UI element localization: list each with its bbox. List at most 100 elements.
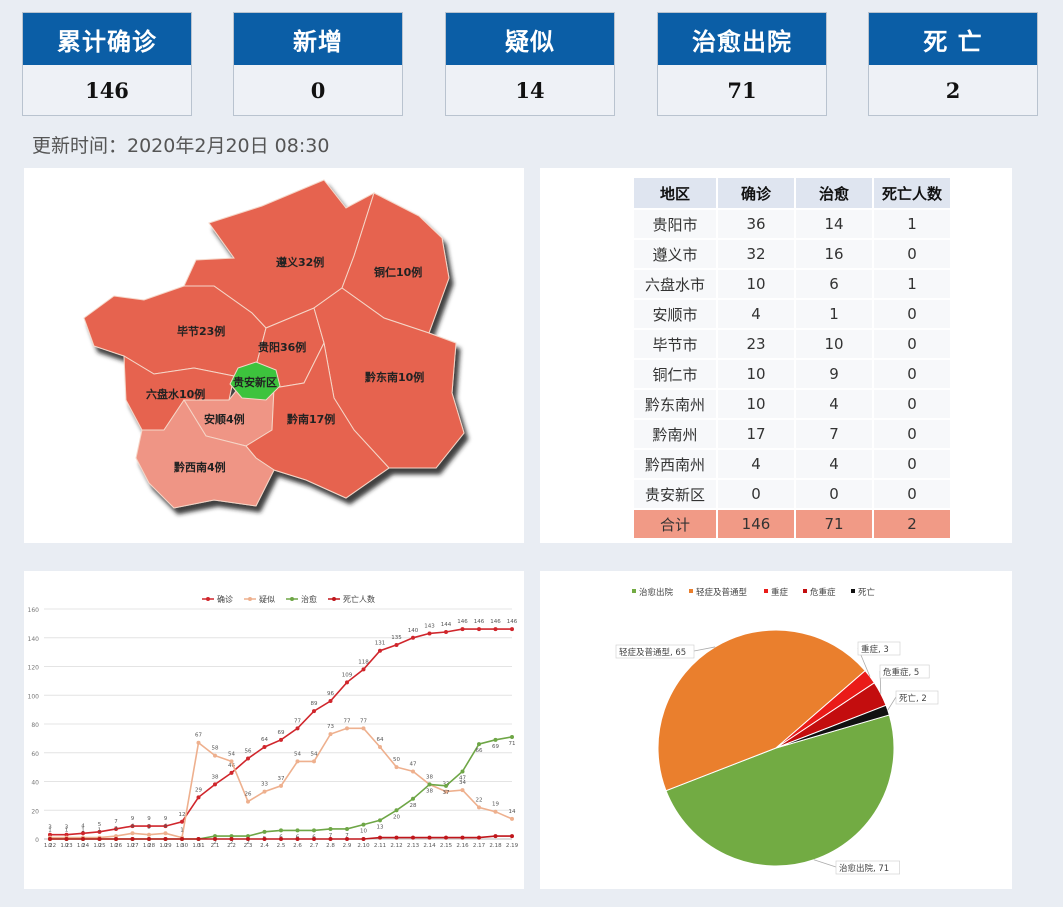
data-point xyxy=(64,837,69,841)
map-label-qiannan: 黔南17例 xyxy=(287,412,335,426)
data-point xyxy=(130,824,135,829)
table-row: 黔西南州 4 4 0 xyxy=(634,450,950,478)
data-point xyxy=(394,765,399,770)
data-point xyxy=(147,824,151,829)
stat-card-death: 死 亡 2 xyxy=(868,12,1038,116)
data-label: 54 xyxy=(311,751,318,757)
data-label: 4 xyxy=(81,823,85,829)
legend-marker xyxy=(206,597,210,601)
data-label: 64 xyxy=(261,737,268,743)
data-point xyxy=(328,837,333,841)
data-label: 89 xyxy=(311,701,318,707)
data-point xyxy=(262,745,267,749)
data-point xyxy=(460,788,465,793)
x-tick-label: 2.3 xyxy=(244,843,253,849)
y-tick-label: 80 xyxy=(31,722,39,729)
data-label: 69 xyxy=(492,744,499,750)
table-cell: 黔西南州 xyxy=(634,450,716,478)
data-label: 146 xyxy=(507,619,518,625)
data-label: 118 xyxy=(358,659,369,665)
data-point xyxy=(361,837,366,841)
stat-label: 死 亡 xyxy=(869,13,1037,65)
data-point xyxy=(262,829,267,834)
data-label: 47 xyxy=(459,775,466,781)
stat-card-cured: 治愈出院 71 xyxy=(657,12,827,116)
data-label: 47 xyxy=(410,761,417,767)
table-cell: 4 xyxy=(718,300,794,328)
legend-marker xyxy=(290,597,294,601)
legend-label: 危重症 xyxy=(810,587,836,598)
x-tick-label: 1.23 xyxy=(60,843,73,849)
data-point xyxy=(229,834,234,839)
x-tick-label: 1.31 xyxy=(192,843,204,849)
data-point xyxy=(477,627,481,632)
table-row: 铜仁市 10 9 0 xyxy=(634,360,950,388)
data-point xyxy=(411,796,415,801)
table-cell: 0 xyxy=(718,480,794,508)
x-tick-label: 2.18 xyxy=(489,843,502,849)
data-label: 2 xyxy=(213,840,217,846)
data-point xyxy=(246,837,250,841)
line-chart-panel: 0 20 40 60 80 100 120 140 160 1.22 1.23 1.24 1.25 1.2… xyxy=(24,571,524,889)
legend-marker xyxy=(332,597,336,601)
slice-label: 轻症及普通型, 65 xyxy=(619,647,686,658)
data-point xyxy=(213,834,217,839)
y-tick-label: 140 xyxy=(28,636,40,643)
data-label: 66 xyxy=(476,748,483,754)
stat-label: 新增 xyxy=(234,13,402,65)
data-label: 3 xyxy=(147,825,151,831)
y-tick-label: 0 xyxy=(35,837,39,844)
data-point xyxy=(312,759,316,764)
data-label: 143 xyxy=(424,623,435,629)
table-row: 毕节市 23 10 0 xyxy=(634,330,950,358)
data-label: 37 xyxy=(278,776,285,782)
data-point xyxy=(493,737,498,742)
legend-label: 确诊 xyxy=(217,594,233,604)
y-tick-label: 20 xyxy=(31,808,39,815)
data-point xyxy=(295,759,300,764)
data-point xyxy=(427,782,432,787)
data-label: 37 xyxy=(443,790,450,796)
stat-value: 71 xyxy=(727,77,757,103)
data-label: 29 xyxy=(195,787,202,793)
x-tick-label: 2.9 xyxy=(343,843,352,849)
table-cell: 6 xyxy=(796,270,872,298)
data-point xyxy=(81,831,85,836)
map-region-qianxinan[interactable] xyxy=(135,399,275,509)
data-label: 69 xyxy=(278,730,285,736)
table-total-row: 合计 146 71 2 xyxy=(634,510,950,538)
map-label-zunyi: 遵义32例 xyxy=(276,255,324,269)
table-row: 黔南州 17 7 0 xyxy=(634,420,950,448)
legend-label: 治愈出院 xyxy=(639,587,674,598)
table-cell: 0 xyxy=(874,420,950,448)
stat-value: 2 xyxy=(945,77,961,103)
data-point xyxy=(510,834,514,839)
data-label: 4 xyxy=(164,823,168,829)
legend-swatch xyxy=(689,589,693,593)
data-point xyxy=(279,828,283,833)
y-tick-label: 100 xyxy=(28,693,40,700)
data-point xyxy=(130,837,135,841)
data-point xyxy=(345,837,349,841)
data-point xyxy=(394,808,399,813)
series-0: 3 3 4 5 7 9 9 912293846566469778996109118131135… xyxy=(48,619,518,837)
data-point xyxy=(163,831,168,836)
x-tick-label: 1.26 xyxy=(110,843,123,849)
map-region-guian[interactable] xyxy=(229,361,281,401)
x-tick-label: 2.4 xyxy=(260,843,269,849)
data-point xyxy=(213,782,217,787)
data-label: 26 xyxy=(245,792,252,798)
region-table: 地区 确诊 治愈 死亡人数 贵阳市 36 14 1 遵义市 32 16 0 六盘水市 10 6 1 安顺… xyxy=(632,176,952,540)
table-cell: 10 xyxy=(718,390,794,418)
x-tick-label: 2.1 xyxy=(211,843,220,849)
data-label: 33 xyxy=(261,782,268,788)
stat-card-suspect: 疑似 14 xyxy=(445,12,615,116)
map-label-qianxinan: 黔西南4例 xyxy=(174,460,226,474)
x-tick-label: 1.30 xyxy=(176,843,189,849)
table-cell: 黔东南州 xyxy=(634,390,716,418)
table-cell: 9 xyxy=(796,360,872,388)
data-label: 2 xyxy=(246,840,250,846)
data-point xyxy=(460,769,465,774)
chart-legend: 确诊 疑似 治愈 死亡人数 xyxy=(202,594,375,604)
